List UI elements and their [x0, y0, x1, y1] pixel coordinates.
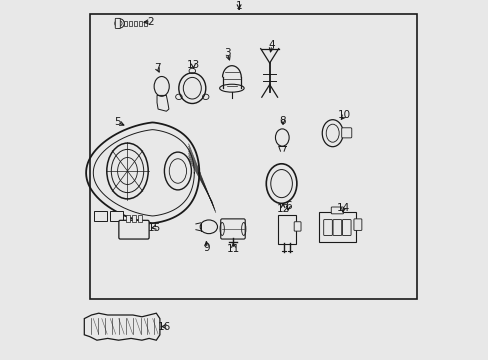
Text: 16: 16 [158, 321, 171, 332]
Text: 14: 14 [336, 203, 349, 213]
FancyBboxPatch shape [342, 220, 350, 235]
FancyBboxPatch shape [137, 215, 142, 222]
FancyBboxPatch shape [128, 21, 131, 26]
FancyBboxPatch shape [220, 219, 244, 239]
Text: 15: 15 [147, 222, 161, 233]
Text: 11: 11 [226, 244, 240, 254]
FancyBboxPatch shape [353, 219, 361, 230]
Text: 6: 6 [285, 201, 291, 211]
FancyBboxPatch shape [132, 215, 136, 222]
FancyBboxPatch shape [110, 211, 123, 221]
Text: 13: 13 [186, 60, 200, 70]
Text: 4: 4 [268, 40, 275, 50]
Text: 10: 10 [337, 110, 350, 120]
FancyBboxPatch shape [89, 14, 416, 299]
FancyBboxPatch shape [323, 220, 332, 235]
FancyBboxPatch shape [115, 18, 120, 28]
FancyBboxPatch shape [123, 21, 126, 26]
FancyBboxPatch shape [332, 220, 341, 235]
FancyBboxPatch shape [94, 211, 107, 221]
Text: 12: 12 [276, 204, 289, 214]
FancyBboxPatch shape [143, 21, 146, 26]
Text: 2: 2 [147, 17, 154, 27]
FancyBboxPatch shape [139, 21, 142, 26]
FancyBboxPatch shape [126, 215, 130, 222]
FancyBboxPatch shape [341, 128, 351, 138]
Text: 1: 1 [235, 1, 242, 12]
Text: 8: 8 [279, 116, 286, 126]
Text: 9: 9 [203, 243, 210, 253]
Text: 5: 5 [114, 117, 121, 127]
FancyBboxPatch shape [294, 222, 301, 231]
FancyBboxPatch shape [119, 220, 149, 239]
FancyBboxPatch shape [277, 215, 295, 244]
FancyBboxPatch shape [330, 207, 343, 214]
Text: 7: 7 [154, 63, 161, 73]
FancyBboxPatch shape [134, 21, 137, 26]
FancyBboxPatch shape [318, 212, 355, 242]
Text: 3: 3 [224, 48, 230, 58]
